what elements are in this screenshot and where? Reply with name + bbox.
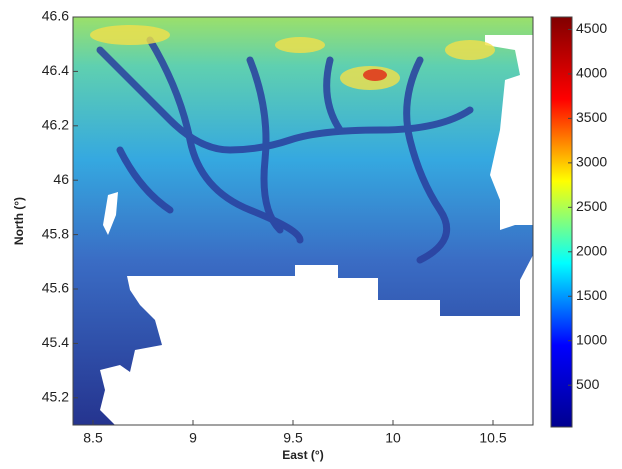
terrain [73,17,533,425]
y-axis-label: North (°) [12,197,26,245]
x-tick-label: 9.5 [283,430,303,446]
colorbar-tick-label: 1000 [576,331,607,347]
y-tick-label: 45.2 [42,389,69,405]
colorbar [551,17,572,427]
colorbar-tick-label: 3500 [576,109,607,125]
y-tick-label: 46.6 [42,8,69,24]
y-tick-label: 45.4 [42,334,69,350]
x-axis-label: East (°) [282,448,323,462]
colorbar-tick-label: 1500 [576,287,607,303]
x-tick-label: 9 [189,430,197,446]
x-tick-label: 10 [385,430,401,446]
y-tick-label: 46.2 [42,117,69,133]
y-tick-label: 46.4 [42,62,69,78]
y-tick-label: 46 [53,171,69,187]
colorbar-tick-label: 2500 [576,198,607,214]
x-tick-label: 10.5 [479,430,506,446]
colorbar-tick-label: 500 [576,376,600,392]
y-tick-label: 45.6 [42,280,69,296]
x-tick-label: 8.5 [83,430,103,446]
colorbar-tick-label: 2000 [576,242,607,258]
chart: East (°) North (°) 8.5 9 9.5 10 10.5 45.2 45.4… [0,0,622,469]
y-tick-label: 45.8 [42,225,69,241]
colorbar-tick-label: 4000 [576,65,607,81]
colorbar-tick-label: 3000 [576,154,607,170]
colorbar-tick-label: 4500 [576,20,607,36]
